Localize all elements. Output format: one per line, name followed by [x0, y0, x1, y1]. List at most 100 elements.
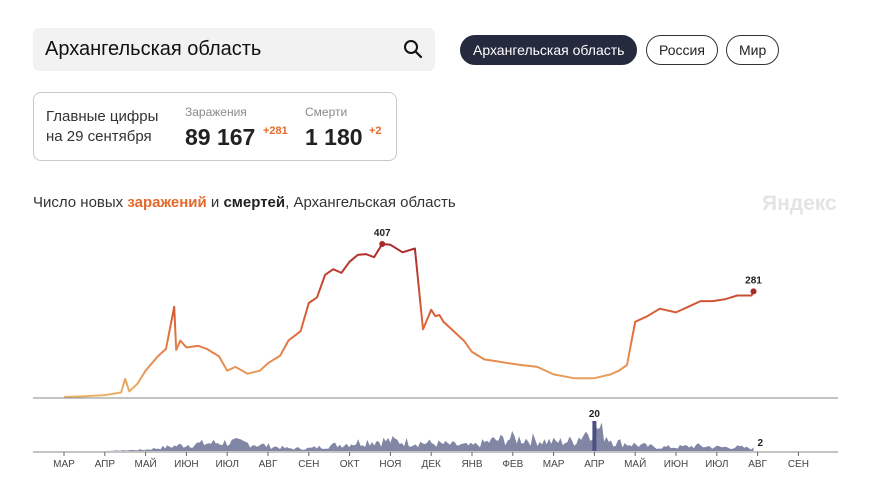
infections-point: [145, 370, 146, 371]
infections-point: [414, 248, 415, 249]
region-button-world[interactable]: Мир: [726, 35, 780, 65]
month-label: ИЮН: [664, 459, 689, 470]
month-label: ДЕК: [422, 459, 441, 470]
month-label: СЕН: [298, 459, 319, 470]
infections-point: [157, 356, 158, 357]
infections-point: [423, 329, 424, 330]
infections-point: [317, 297, 318, 298]
infections-point: [472, 351, 473, 352]
infections-point: [700, 301, 701, 302]
chart-title-middle: и: [206, 194, 224, 211]
infections-point: [64, 397, 65, 398]
infections-point: [610, 374, 611, 375]
infections-point: [333, 269, 334, 270]
infections-point: [574, 378, 575, 379]
infections-point: [402, 252, 403, 253]
chart-title-infections: заражений: [127, 194, 207, 211]
month-label: СЕН: [788, 459, 809, 470]
infections-point: [349, 261, 350, 262]
chart-title-suffix: , Архангельская область: [285, 194, 456, 211]
chart-title-deaths: смертей: [223, 194, 286, 211]
month-label: МАР: [53, 459, 75, 470]
infections-point: [357, 254, 358, 255]
deaths-area: [64, 422, 754, 451]
infections-point: [431, 309, 432, 310]
deaths-peak-bar: [592, 421, 597, 451]
month-label: ЯНВ: [461, 459, 482, 470]
infections-point: [751, 295, 752, 296]
deaths-value: 1 180: [305, 124, 363, 150]
infections-point: [537, 366, 538, 367]
search-icon[interactable]: [403, 39, 423, 64]
infections-point: [451, 329, 452, 330]
month-label: ФЕВ: [502, 459, 523, 470]
infections-point: [443, 321, 444, 322]
chart-title-prefix: Число новых: [33, 194, 128, 211]
month-label: АВГ: [748, 459, 767, 470]
search-input[interactable]: Архангельская область: [45, 38, 262, 60]
infections-point: [341, 272, 342, 273]
infections-point: [206, 348, 207, 349]
infections-point: [186, 347, 187, 348]
infections-line: [63, 243, 755, 398]
region-button-russia[interactable]: Россия: [646, 35, 718, 65]
month-label: ОКТ: [340, 459, 360, 470]
deaths-peak-label: 2: [758, 438, 764, 449]
month-label: ИЮЛ: [215, 459, 238, 470]
infections-point: [725, 299, 726, 300]
month-label: ИЮЛ: [705, 459, 728, 470]
infections-point: [325, 274, 326, 275]
infections-point: [627, 365, 628, 366]
infections-point: [374, 257, 375, 258]
infections-point: [635, 321, 636, 322]
infections-point: [712, 301, 713, 302]
infections-point: [247, 373, 248, 374]
infections-point: [618, 370, 619, 371]
deaths-delta: +2: [369, 125, 382, 137]
infections-point: [235, 366, 236, 367]
infections-peak-marker: [379, 241, 386, 247]
infections-point: [227, 370, 228, 371]
month-label: АВГ: [259, 459, 278, 470]
infections-point: [435, 316, 436, 317]
month-label: МАР: [543, 459, 565, 470]
infections-point: [484, 359, 485, 360]
month-label: ИЮН: [174, 459, 199, 470]
infections-point: [688, 306, 689, 307]
stats-caption-line2: на 29 сентября: [46, 128, 152, 145]
region-button-arkhangelsk[interactable]: Архангельская область: [460, 35, 638, 65]
search-box[interactable]: Архангельская область: [33, 28, 435, 71]
infections-point: [439, 315, 440, 316]
infections-point: [104, 395, 105, 396]
infections-point: [659, 308, 660, 309]
yandex-logo: Яндекс: [762, 192, 837, 215]
stats-card: Главные цифры на 29 сентября Заражения 8…: [33, 92, 397, 161]
deaths-label: Смерти: [305, 105, 348, 119]
infections-point: [121, 392, 122, 393]
infections-point: [676, 312, 677, 313]
infections-point: [647, 316, 648, 317]
deaths-peak-label: 20: [589, 409, 601, 420]
stats-caption: Главные цифры на 29 сентября: [46, 107, 158, 147]
infections-point: [129, 391, 130, 392]
month-label: НОЯ: [379, 459, 401, 470]
infections-point: [174, 306, 175, 307]
infections-point: [268, 363, 269, 364]
infections-point: [594, 378, 595, 379]
infections-value: 89 167: [185, 124, 256, 150]
month-label: МАЙ: [135, 457, 157, 470]
infections-point: [84, 396, 85, 397]
infections-delta: +281: [263, 125, 288, 137]
infections-point: [219, 356, 220, 357]
infections-point: [280, 355, 281, 356]
month-label: АПР: [95, 459, 116, 470]
infections-point: [553, 374, 554, 375]
infections-point: [521, 365, 522, 366]
infections-point: [463, 340, 464, 341]
infections-point: [259, 370, 260, 371]
infections-point: [180, 340, 181, 341]
month-label: АПР: [584, 459, 605, 470]
infections-point: [508, 363, 509, 364]
infections-point: [125, 379, 126, 380]
